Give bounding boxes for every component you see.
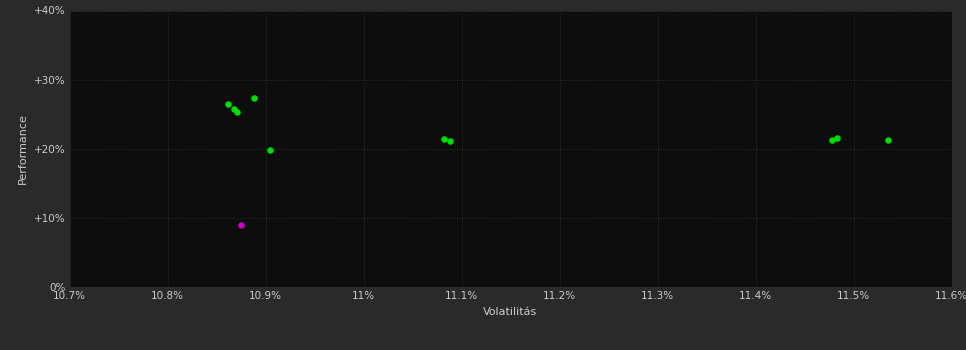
Point bbox=[437, 136, 452, 142]
Point bbox=[226, 106, 242, 111]
Point bbox=[220, 101, 236, 107]
Point bbox=[824, 137, 839, 142]
Point bbox=[234, 222, 249, 228]
Point bbox=[442, 138, 458, 144]
X-axis label: Volatilitás: Volatilitás bbox=[483, 307, 538, 317]
Y-axis label: Performance: Performance bbox=[18, 113, 28, 184]
Point bbox=[829, 135, 844, 140]
Point bbox=[229, 109, 244, 115]
Point bbox=[263, 147, 278, 153]
Point bbox=[246, 96, 262, 101]
Point bbox=[880, 138, 895, 143]
